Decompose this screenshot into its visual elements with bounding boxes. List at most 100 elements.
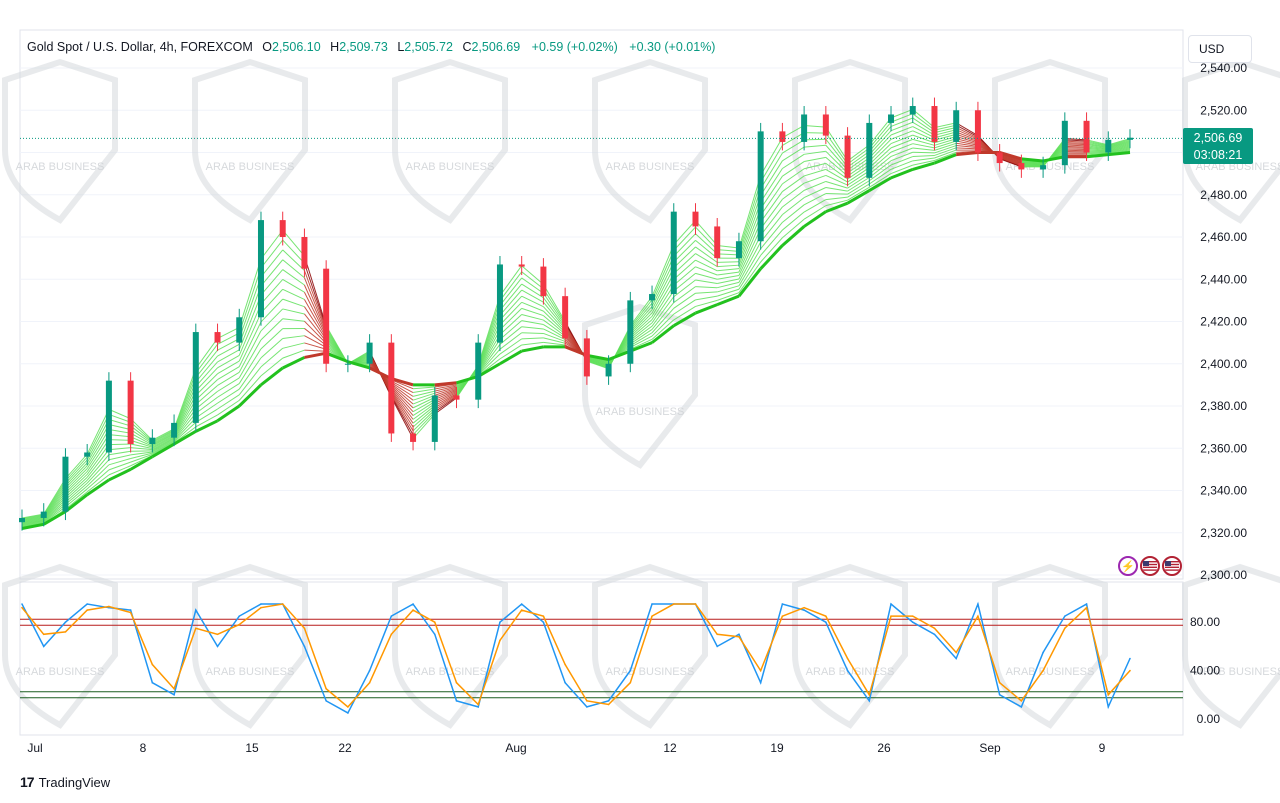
ribbon-ema-line xyxy=(890,134,913,145)
ribbon-ema-line xyxy=(43,494,66,520)
ribbon-ema-line xyxy=(803,199,827,213)
ribbon-ema-line xyxy=(695,239,718,259)
ribbon-ema-line xyxy=(86,424,110,464)
ribbon-ema-line xyxy=(738,195,762,259)
candle-body xyxy=(1083,120,1090,153)
ribbon-ema-line xyxy=(825,132,848,165)
watermark-text: ARAB BUSINESS xyxy=(16,666,105,678)
ribbon-ema-line xyxy=(42,510,67,526)
ribbon-ema-line xyxy=(825,168,848,183)
ribbon-ema-line xyxy=(434,397,457,415)
stoch-point xyxy=(64,621,67,623)
ribbon-ema-line xyxy=(477,353,501,376)
tradingview-brand: TradingView xyxy=(38,774,111,790)
candle-body xyxy=(344,363,351,365)
ribbon-ema-line xyxy=(1064,140,1087,143)
ribbon-ema-line xyxy=(217,399,240,416)
ribbon-ema-line xyxy=(412,390,435,397)
last-price-value: 2,506.69 xyxy=(1193,131,1243,145)
ribbon-ema-line xyxy=(934,136,957,144)
ribbon-ema-line xyxy=(217,394,240,410)
ribbon-ema-line xyxy=(847,183,870,198)
ribbon-ema-line xyxy=(434,388,457,398)
ribbon-ema-line xyxy=(717,268,739,272)
ribbon-ema-line xyxy=(717,253,739,256)
ribbon-ema-line xyxy=(434,385,457,392)
us-flag-icon-2[interactable] xyxy=(1162,556,1182,576)
ribbon-ema-line xyxy=(43,478,66,515)
ribbon-ema-line xyxy=(651,261,675,307)
ribbon-ema-line xyxy=(477,319,501,370)
ribbon-ema-line xyxy=(130,443,153,449)
ribbon-ema-line xyxy=(173,417,197,442)
ribbon-ema-line xyxy=(86,454,110,481)
ribbon-ema-line xyxy=(803,210,827,228)
watermark-text: ARAB BUSINESS xyxy=(406,666,495,678)
ribbon-ema-line xyxy=(912,113,935,131)
us-flag-icon[interactable] xyxy=(1140,556,1160,576)
ribbon-ema-line xyxy=(1086,145,1109,149)
ribbon-ema-line xyxy=(760,214,783,243)
ribbon-ema-line xyxy=(282,342,305,349)
ribbon-ema-line xyxy=(1064,141,1087,144)
candle-body xyxy=(279,220,286,237)
ribbon-ema-line xyxy=(825,180,848,189)
ribbon-ema-line xyxy=(390,392,414,428)
ribbon-ema-line xyxy=(630,325,653,343)
ribbon-ema-line xyxy=(868,138,892,162)
ribbon-ema-line xyxy=(956,145,978,149)
stoch-point xyxy=(1064,615,1066,617)
ribbon-ema-line xyxy=(152,428,175,441)
bolt-icon[interactable]: ⚡ xyxy=(1118,556,1138,576)
candle-body xyxy=(366,342,373,364)
stoch-point xyxy=(216,633,219,636)
ribbon-ema-line xyxy=(195,373,218,396)
ribbon-ema-line xyxy=(390,391,414,424)
ribbon-ema-line xyxy=(651,250,675,301)
candlesticks xyxy=(19,97,1133,531)
ribbon-ema-line xyxy=(543,297,566,328)
stoch-point xyxy=(738,633,740,636)
ribbon-ema-line xyxy=(434,386,457,394)
tradingview-footer[interactable]: 17 TradingView xyxy=(20,774,110,790)
stoch-point xyxy=(890,615,892,617)
ribbon-ema-line xyxy=(803,168,826,177)
ribbon-ema-line xyxy=(934,133,957,141)
ribbon-ema-line xyxy=(912,157,935,162)
ribbon-ema-line xyxy=(869,168,892,185)
ribbon-ema-line xyxy=(760,160,783,196)
ribbon-ema-line xyxy=(477,339,501,373)
candle-body xyxy=(236,317,243,343)
ribbon-ema-line xyxy=(542,284,566,322)
ribbon-ema-line xyxy=(521,332,544,334)
ribbon-ema-line xyxy=(760,237,783,263)
watermark-shield-icon xyxy=(392,563,508,729)
ribbon-ema-line xyxy=(391,384,414,405)
ribbon-ema-line xyxy=(238,285,262,345)
ribbon-ema-line xyxy=(912,117,935,134)
ribbon-ema-line xyxy=(130,447,153,451)
stoch-point xyxy=(651,603,653,605)
price-tick-label: 2,520.00 xyxy=(1200,103,1247,117)
ribbon-ema-line xyxy=(477,344,501,374)
ribbon-ema-line xyxy=(869,164,892,182)
ribbon-ema-line xyxy=(434,389,457,400)
open-value: 2,506.10 xyxy=(272,40,321,54)
ribbon-ema-line xyxy=(282,259,305,279)
ribbon-ema-line xyxy=(108,450,131,456)
ribbon-ema-line xyxy=(390,396,414,439)
ribbon-ema-line xyxy=(260,288,284,314)
stoch-point xyxy=(803,609,805,611)
watermark-shield-icon xyxy=(792,563,908,729)
currency-button[interactable]: USD xyxy=(1188,35,1252,63)
ribbon-ema-line xyxy=(934,129,957,136)
time-axis[interactable]: Jul 8 15 22 Aug 12 19 26 Sep 9 xyxy=(27,741,1105,755)
candle-body xyxy=(974,110,981,153)
ribbon-ema-line xyxy=(238,330,262,373)
ribbon-ema-line xyxy=(868,147,892,169)
ribbon-ema-line xyxy=(912,161,935,171)
ribbon-ema-line xyxy=(782,175,805,192)
ribbon-ema-line xyxy=(390,394,414,432)
ribbon-ema-line xyxy=(651,319,675,340)
stoch-point xyxy=(868,694,871,696)
